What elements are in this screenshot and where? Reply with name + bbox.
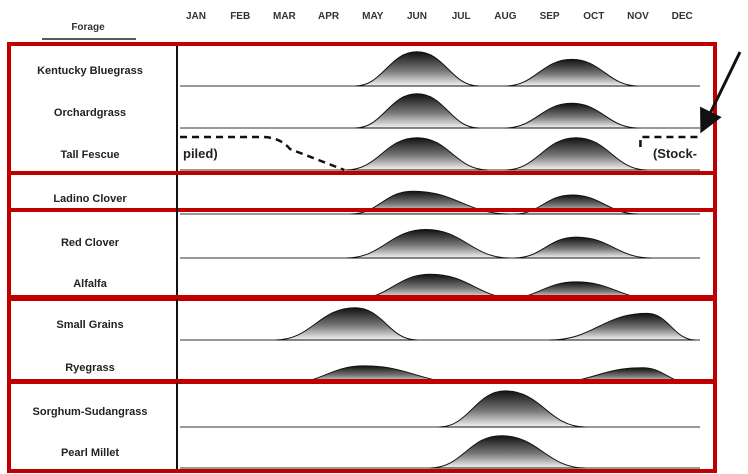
forage-label: Ryegrass — [65, 362, 115, 374]
growth-curve-kentucky-bluegrass-2 — [505, 58, 639, 87]
stockpiled-line-left — [180, 135, 345, 172]
forage-label: Kentucky Bluegrass — [37, 65, 143, 77]
forage-column-header: Forage — [71, 22, 105, 33]
forage-label: Sorghum-Sudangrass — [33, 406, 148, 418]
month-label-feb: FEB — [230, 11, 250, 22]
annotation-arrow — [700, 51, 742, 134]
stockpiled-text-right: (Stock- — [653, 146, 697, 161]
group-frame-2 — [7, 171, 717, 301]
month-label-aug: AUG — [494, 11, 516, 22]
growth-curve-small-grains-2 — [549, 312, 696, 341]
month-label-mar: MAR — [273, 11, 297, 22]
forage-label: Tall Fescue — [60, 149, 119, 161]
stockpiled-line-right — [639, 135, 698, 147]
forage-label: Pearl Millet — [61, 447, 119, 459]
month-label-dec: DEC — [672, 11, 693, 22]
month-label-may: MAY — [362, 11, 384, 22]
row-sorghum-sudangrass: Sorghum-Sudangrass — [33, 390, 700, 428]
growth-curve-red-clover-1 — [346, 228, 510, 259]
forage-label: Alfalfa — [73, 278, 108, 290]
forage-label: Red Clover — [61, 237, 120, 249]
growth-curve-small-grains-1 — [275, 307, 418, 341]
row-kentucky-bluegrass: Kentucky Bluegrass — [37, 51, 700, 87]
month-label-jan: JAN — [186, 11, 206, 22]
row-small-grains: Small Grains — [56, 307, 700, 341]
growth-curve-tall-fescue-2 — [505, 137, 647, 171]
forage-label: Ladino Clover — [53, 193, 127, 205]
month-label-sep: SEP — [540, 11, 560, 22]
row-tall-fescue: Tall Fescue piled) (Stock- — [60, 135, 700, 172]
month-label-nov: NOV — [627, 11, 649, 22]
row-red-clover: Red Clover — [61, 228, 700, 259]
stockpiled-text-left: piled) — [183, 146, 218, 161]
forage-label: Small Grains — [56, 319, 123, 331]
forage-label: Orchardgrass — [54, 107, 126, 119]
growth-curve-orchardgrass-2 — [505, 102, 639, 129]
row-orchardgrass: Orchardgrass — [54, 93, 700, 129]
month-label-apr: APR — [318, 11, 340, 22]
growth-curve-kentucky-bluegrass-1 — [355, 51, 479, 87]
growth-curve-sorghum-sudangrass-1 — [439, 390, 585, 428]
growth-curve-tall-fescue-1 — [346, 137, 488, 171]
month-label-jun: JUN — [407, 11, 427, 22]
growth-curve-orchardgrass-1 — [355, 93, 479, 129]
month-label-jul: JUL — [452, 11, 471, 22]
month-label-oct: OCT — [583, 11, 604, 22]
growth-curve-red-clover-2 — [514, 236, 652, 259]
group-frame-4 — [7, 379, 717, 473]
growth-curve-pearl-millet-1 — [430, 435, 585, 469]
row-pearl-millet: Pearl Millet — [61, 435, 700, 469]
